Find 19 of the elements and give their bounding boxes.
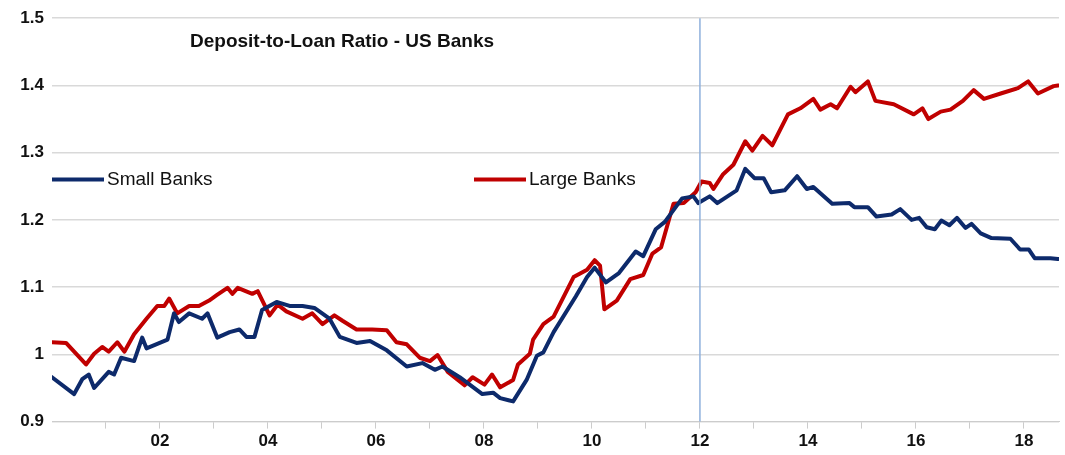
x-tick-label: 08 (474, 431, 494, 451)
y-tick-label: 1.2 (20, 209, 44, 229)
y-tick-label: 0.9 (20, 411, 44, 431)
y-tick-label: 1.1 (20, 276, 44, 296)
x-tick-label: 14 (798, 431, 818, 451)
x-tick-label: 02 (150, 431, 170, 451)
y-tick-label: 1.5 (20, 7, 44, 27)
y-tick-label: 1 (34, 344, 44, 364)
x-tick-label: 04 (258, 431, 278, 451)
legend-label: Large Banks (529, 167, 636, 189)
legend-label: Small Banks (107, 167, 213, 189)
x-tick-label: 06 (366, 431, 386, 451)
x-tick-label: 10 (582, 431, 602, 451)
text: Deposit-to-Loan Ratio - US Banks (190, 30, 495, 52)
x-tick-label: 12 (690, 431, 710, 451)
y-tick-label: 1.3 (20, 142, 44, 162)
x-tick-label: 16 (906, 431, 926, 451)
y-tick-label: 1.4 (20, 75, 45, 95)
x-tick-label: 18 (1014, 431, 1034, 451)
